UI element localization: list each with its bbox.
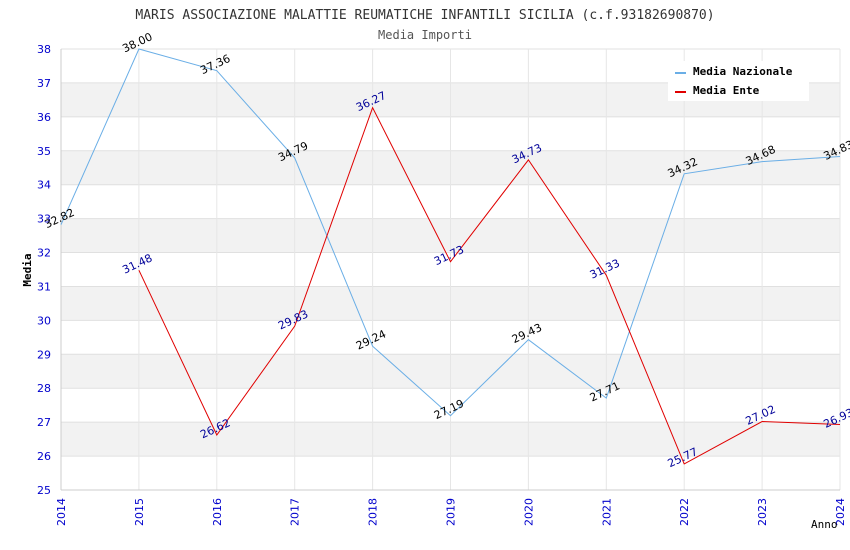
- data-label: 27.19: [432, 397, 466, 422]
- y-tick-label: 26: [37, 450, 51, 463]
- x-tick-label: 2017: [289, 498, 302, 526]
- x-tick-label: 2018: [367, 498, 380, 526]
- y-tick-label: 30: [37, 314, 51, 327]
- data-label: 29.24: [354, 327, 388, 352]
- x-axis-label: Anno: [811, 518, 838, 531]
- y-tick-label: 36: [37, 111, 51, 124]
- y-tick-label: 33: [37, 213, 51, 226]
- chart-title: MARIS ASSOCIAZIONE MALATTIE REUMATICHE I…: [135, 8, 714, 23]
- y-tick-label: 38: [37, 43, 51, 56]
- y-tick-label: 32: [37, 247, 51, 260]
- y-tick-label: 25: [37, 484, 51, 497]
- x-tick-label: 2014: [55, 498, 68, 526]
- gridlines: [60, 48, 841, 491]
- x-tick-label: 2023: [756, 498, 769, 526]
- legend: Media Nazionale Media Ente: [668, 61, 809, 101]
- y-tick-label: 37: [37, 77, 51, 90]
- data-label: 31.33: [588, 257, 622, 282]
- x-tick-label: 2024: [834, 498, 847, 526]
- y-tick-label: 34: [37, 179, 51, 192]
- series-line-media-ente: [138, 106, 841, 465]
- y-axis-label: Media: [21, 253, 34, 286]
- x-tick-label: 2015: [133, 498, 146, 526]
- y-tick-label: 29: [37, 348, 51, 361]
- axes: 25 26 27 28 29 30 31 32 33 34 35 36 37 38 2014 2015 2016…: [37, 43, 847, 526]
- series-line-media-nazionale: [60, 48, 841, 417]
- legend-box: [668, 61, 809, 101]
- y-tick-label: 31: [37, 280, 51, 293]
- y-tick-label: 28: [37, 382, 51, 395]
- y-tick-label: 27: [37, 416, 51, 429]
- legend-label-ente: Media Ente: [693, 84, 760, 97]
- x-tick-label: 2016: [211, 498, 224, 526]
- data-label: 29.43: [510, 321, 544, 346]
- data-label: 37.36: [198, 52, 232, 77]
- chart-subtitle: Media Importi: [378, 28, 472, 42]
- y-tick-label: 35: [37, 145, 51, 158]
- series-lines: [60, 48, 841, 465]
- legend-label-nazionale: Media Nazionale: [693, 65, 793, 78]
- x-tick-label: 2019: [445, 498, 458, 526]
- data-label: 31.48: [120, 251, 154, 276]
- x-tick-label: 2021: [600, 498, 613, 526]
- x-tick-label: 2022: [678, 498, 691, 526]
- x-tick-label: 2020: [522, 498, 535, 526]
